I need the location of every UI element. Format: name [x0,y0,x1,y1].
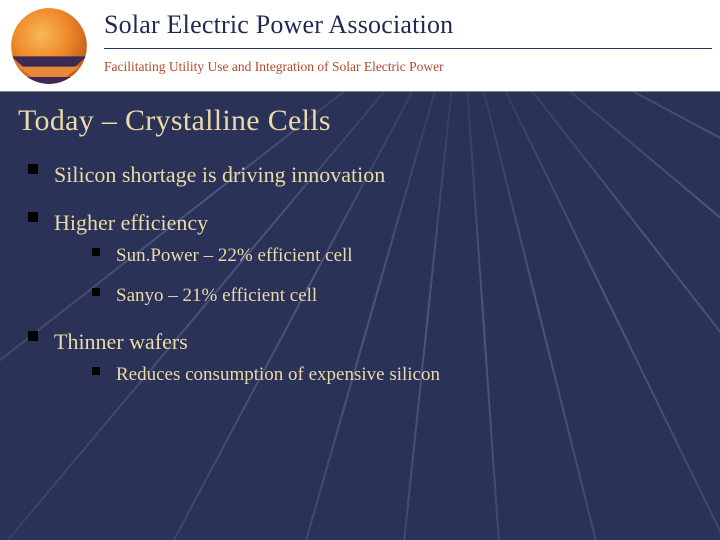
bullet-list: Silicon shortage is driving innovation H… [18,160,702,388]
org-tagline: Facilitating Utility Use and Integration… [104,59,712,75]
header-text-block: Solar Electric Power Association Facilit… [98,0,720,91]
bullet-text: Higher efficiency [54,210,208,235]
list-item: Reduces consumption of expensive silicon [92,362,702,388]
bullet-text: Reduces consumption of expensive silicon [116,364,440,385]
header-rule [104,48,712,49]
slide-title: Today – Crystalline Cells [18,104,702,138]
sun-logo-icon [6,3,92,89]
bullet-text: Sanyo – 21% efficient cell [116,285,317,306]
bullet-text: Thinner wafers [54,329,188,354]
slide-content: Today – Crystalline Cells Silicon shorta… [0,92,720,388]
org-logo [0,0,98,92]
bullet-text: Sun.Power – 22% efficient cell [116,245,353,266]
sub-bullet-list: Reduces consumption of expensive silicon [54,362,702,388]
list-item: Higher efficiency Sun.Power – 22% effici… [28,208,702,309]
org-title: Solar Electric Power Association [104,8,712,40]
list-item: Thinner wafers Reduces consumption of ex… [28,327,702,388]
list-item: Silicon shortage is driving innovation [28,160,702,190]
list-item: Sun.Power – 22% efficient cell [92,243,702,269]
slide-header: Solar Electric Power Association Facilit… [0,0,720,92]
sub-bullet-list: Sun.Power – 22% efficient cell Sanyo – 2… [54,243,702,308]
list-item: Sanyo – 21% efficient cell [92,283,702,309]
bullet-text: Silicon shortage is driving innovation [54,162,385,187]
